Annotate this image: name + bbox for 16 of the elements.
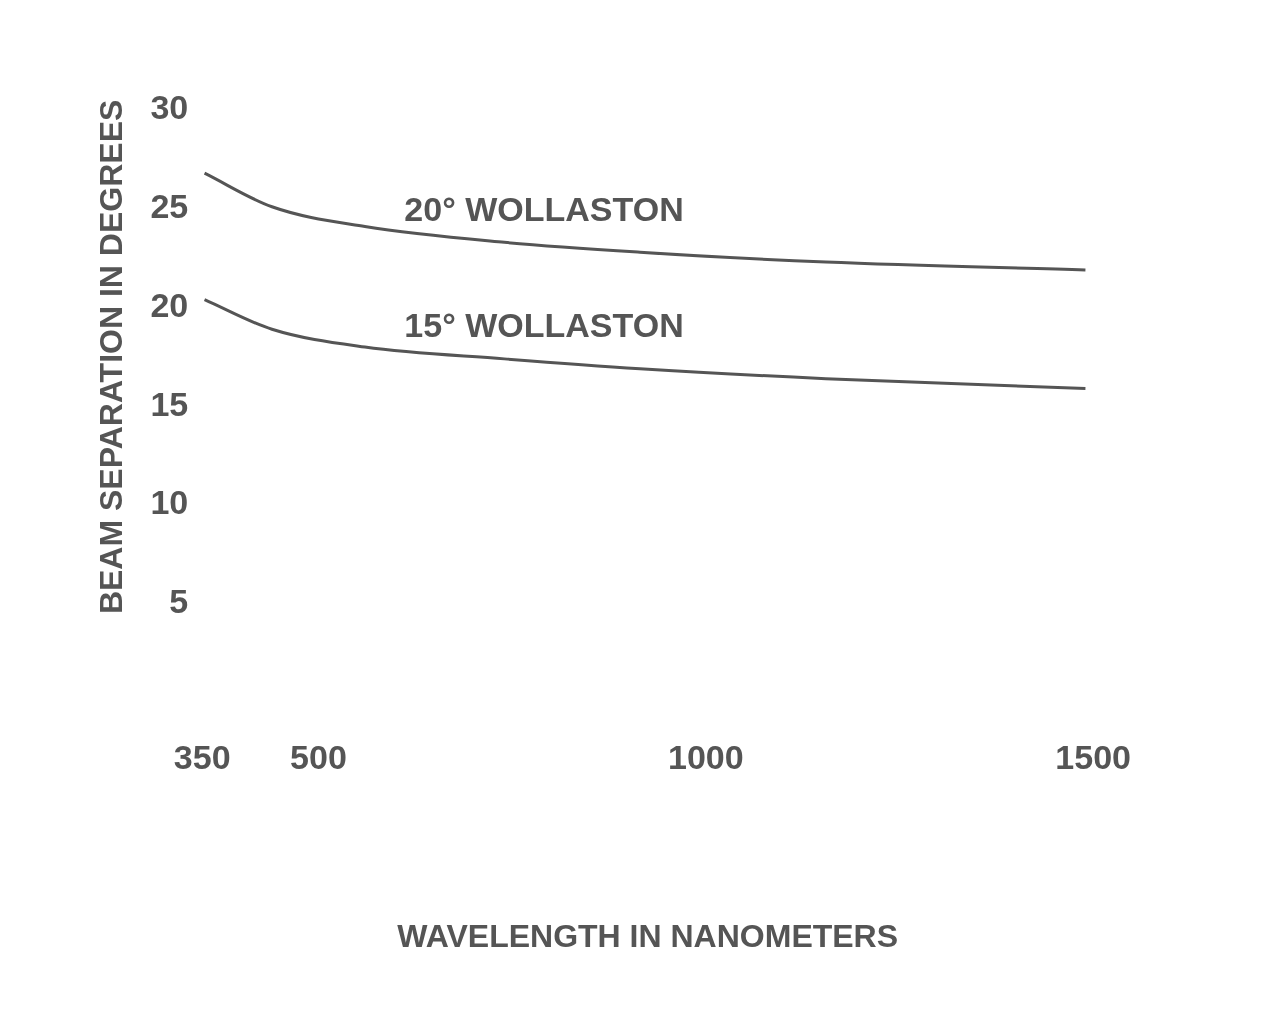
series-label: 15° WOLLASTON (404, 306, 684, 345)
line-series (203, 171, 1087, 272)
line-series (203, 298, 1087, 390)
series-label: 20° WOLLASTON (404, 189, 684, 228)
x-tick-label: 1500 (1055, 737, 1131, 776)
y-tick-label: 10 (150, 483, 189, 522)
y-tick-label: 20 (150, 285, 189, 324)
x-tick-label: 1000 (667, 737, 744, 776)
x-tick-label: 350 (173, 737, 231, 776)
y-tick-label: 5 (169, 582, 189, 621)
y-tick-label: 25 (150, 187, 189, 226)
y-axis-title: BEAM SEPARATION IN DEGREES (93, 99, 130, 615)
x-tick-label: 500 (290, 737, 347, 776)
x-axis-title: WAVELENGTH IN NANOMETERS (397, 917, 899, 954)
y-tick-label: 30 (150, 88, 189, 127)
y-tick-label: 15 (150, 384, 189, 423)
